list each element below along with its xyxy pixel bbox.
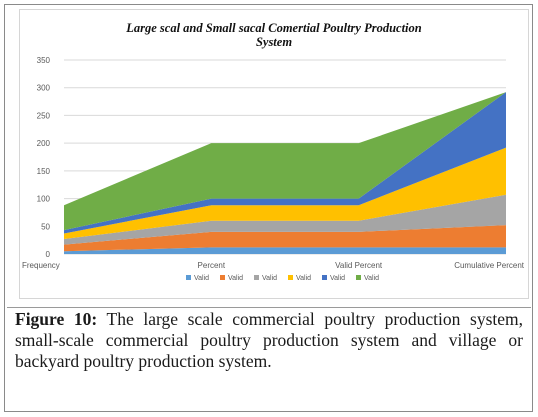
y-tick-label: 200 xyxy=(37,139,51,148)
legend-swatch xyxy=(220,275,225,280)
legend-swatch xyxy=(254,275,259,280)
legend-label: Valid xyxy=(296,275,311,282)
chart-container: Large scal and Small sacal Comertial Pou… xyxy=(19,9,529,299)
legend-label: Valid xyxy=(364,275,379,282)
figure-caption: Figure 10: The large scale commercial po… xyxy=(15,309,523,372)
x-tick-label: Cumulative Percent xyxy=(454,261,525,270)
x-tick-label: Percent xyxy=(198,261,226,270)
figure-caption-text: The large scale commercial poultry produ… xyxy=(15,309,523,371)
x-tick-label: Frequency xyxy=(22,261,60,270)
legend-swatch xyxy=(322,275,327,280)
chart-title-line: Large scal and Small sacal Comertial Pou… xyxy=(125,21,422,35)
figure-frame: Large scal and Small sacal Comertial Pou… xyxy=(4,4,533,412)
y-tick-label: 0 xyxy=(46,250,51,259)
area-series-5 xyxy=(64,92,506,234)
figure-label: Figure 10: xyxy=(15,309,98,329)
y-tick-label: 350 xyxy=(37,56,51,65)
stacked-area-chart: Large scal and Small sacal Comertial Pou… xyxy=(22,21,525,282)
y-tick-label: 100 xyxy=(37,195,51,204)
legend-label: Valid xyxy=(228,275,243,282)
caption-divider xyxy=(7,307,531,308)
legend-swatch xyxy=(356,275,361,280)
y-tick-label: 50 xyxy=(41,222,50,231)
y-tick-label: 250 xyxy=(37,111,51,120)
legend-label: Valid xyxy=(194,275,209,282)
legend-swatch xyxy=(288,275,293,280)
x-tick-label: Valid Percent xyxy=(335,261,383,270)
area-series-3 xyxy=(64,194,506,245)
legend-label: Valid xyxy=(330,275,345,282)
chart-title-line: System xyxy=(256,35,292,49)
area-series-4 xyxy=(64,147,506,240)
legend-swatch xyxy=(186,275,191,280)
legend-label: Valid xyxy=(262,275,277,282)
area-series-2 xyxy=(64,225,506,252)
area-series-1 xyxy=(64,247,506,254)
area-series-6 xyxy=(64,92,506,231)
y-tick-label: 300 xyxy=(37,84,51,93)
y-tick-label: 150 xyxy=(37,167,51,176)
